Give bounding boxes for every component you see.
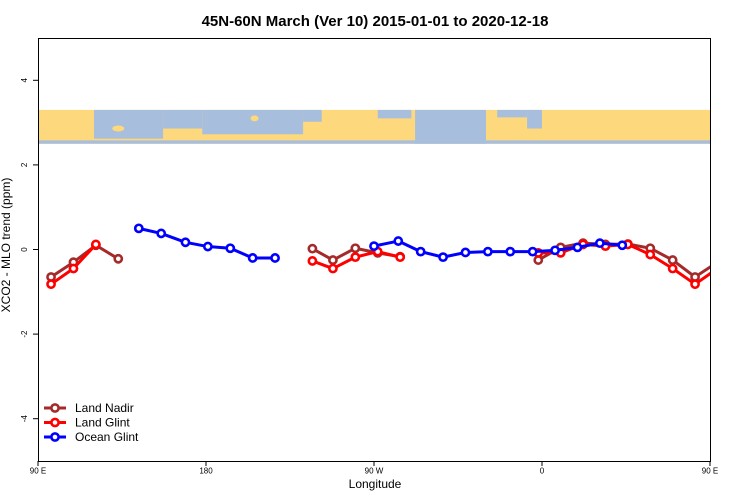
x-tick-label: 90 E <box>30 467 46 476</box>
x-tick-label: 0 <box>540 467 545 476</box>
map-island <box>250 115 259 122</box>
data-point <box>68 263 79 274</box>
map-ocean-region <box>377 109 412 119</box>
data-point <box>415 246 426 257</box>
data-point <box>133 223 144 234</box>
map-ocean-region <box>415 109 486 144</box>
legend-label: Ocean Glint <box>75 430 139 444</box>
data-point <box>202 241 213 252</box>
data-point <box>667 255 678 265</box>
series-line <box>538 242 710 286</box>
data-point <box>438 252 448 263</box>
series-ocean-glint <box>133 223 628 263</box>
data-point <box>328 263 338 274</box>
legend-swatch-marker <box>50 403 60 413</box>
data-point <box>690 279 700 290</box>
chart-title: 45N-60N March (Ver 10) 2015-01-01 to 202… <box>202 13 549 30</box>
data-point <box>180 237 191 248</box>
x-tick-label: 180 <box>199 467 213 476</box>
legend-swatch-marker <box>50 417 60 428</box>
y-axis-label: XCO2 - MLO trend (ppm) <box>0 178 13 313</box>
data-point <box>350 243 361 254</box>
map-island <box>506 118 515 125</box>
map-ocean-region <box>303 109 322 122</box>
y-axis: -4 -2 0 2 4 <box>20 78 38 423</box>
data-point <box>395 252 406 263</box>
x-axis-label: Longitude <box>349 477 402 491</box>
data-point <box>714 259 721 266</box>
x-tick-label: 90 W <box>365 467 384 476</box>
data-point <box>460 247 471 258</box>
x-tick-label: 90 E <box>702 467 718 476</box>
data-point <box>736 241 743 248</box>
data-point <box>247 253 258 263</box>
data-point <box>505 246 516 257</box>
data-point <box>46 279 56 290</box>
series-land-glint <box>46 239 743 290</box>
world-map-strip <box>38 109 710 144</box>
data-point <box>307 243 318 254</box>
data-point <box>617 240 628 251</box>
data-point <box>667 263 678 274</box>
y-tick-label: -4 <box>20 415 29 423</box>
legend-item: Ocean Glint <box>44 430 139 444</box>
data-point <box>645 249 656 260</box>
data-point <box>527 246 538 257</box>
map-ocean-region <box>163 109 203 129</box>
data-point <box>572 242 583 253</box>
data-point <box>550 245 560 256</box>
data-point <box>736 242 743 249</box>
data-point <box>156 228 167 239</box>
map-ocean-region <box>38 140 710 144</box>
y-tick-label: 0 <box>20 247 29 252</box>
series-line <box>50 243 120 279</box>
map-island <box>346 127 357 134</box>
map-ocean-region <box>527 109 542 129</box>
legend-label: Land Glint <box>75 416 130 430</box>
map-ocean-region <box>497 109 528 118</box>
y-tick-label: 4 <box>20 78 29 83</box>
data-point <box>393 236 404 246</box>
map-ocean-region <box>94 109 164 139</box>
data-point <box>90 239 101 250</box>
data-point <box>307 256 318 266</box>
legend-item: Land Glint <box>44 416 130 430</box>
data-point <box>113 253 124 264</box>
data-point <box>482 246 493 257</box>
data-point <box>369 241 379 252</box>
data-point <box>350 252 361 263</box>
y-tick-label: -2 <box>20 330 29 338</box>
y-tick-label: 2 <box>20 162 29 167</box>
legend-swatch-marker <box>50 432 60 442</box>
data-point <box>328 255 338 265</box>
map-ocean-region <box>202 109 304 135</box>
data-point <box>594 238 605 249</box>
legend-label: Land Nadir <box>75 401 134 415</box>
x-axis: 90 E 180 90 W 0 90 E <box>30 461 718 476</box>
data-point <box>270 253 280 263</box>
data-point <box>714 265 721 272</box>
series-layer <box>46 223 743 290</box>
data-point <box>225 243 236 254</box>
legend-item: Land Nadir <box>44 401 134 415</box>
map-island <box>112 125 125 132</box>
